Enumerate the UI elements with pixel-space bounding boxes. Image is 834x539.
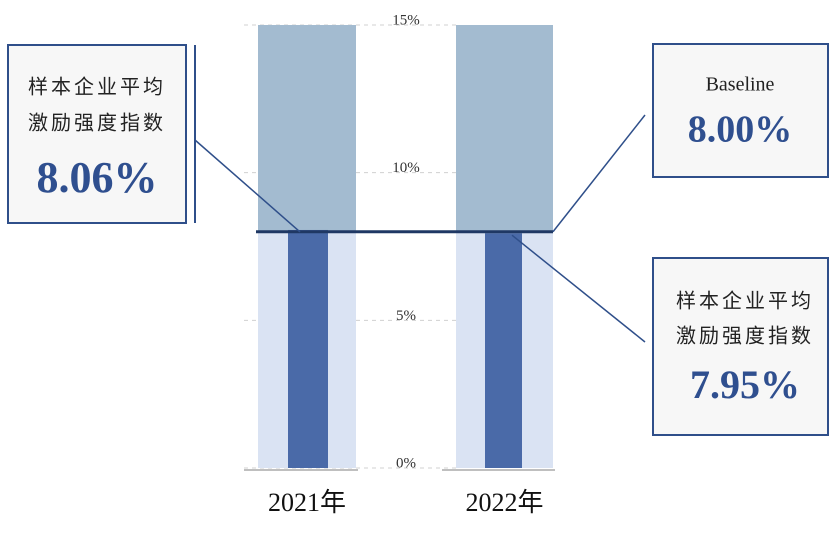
y-tick-label: 0% [396,455,416,471]
baseline-label: Baseline [706,74,775,96]
y-tick-label: 15% [392,12,420,28]
callout-box [7,44,187,224]
band [456,25,553,232]
value-label: 8.06% [37,153,158,202]
callout-caption: 样本企业平均 [676,290,814,313]
band [258,25,356,232]
baseline-value-label: 8.00% [688,109,793,151]
callout-box [652,43,829,178]
value-label: 7.95% [690,362,800,407]
callout-caption: 激励强度指数 [676,325,814,348]
connector [194,139,301,233]
callout-caption: 激励强度指数 [28,112,166,135]
y-tick-label: 5% [396,308,416,324]
callout-caption: 样本企业平均 [28,76,166,99]
x-tick-label: 2021年 [268,488,346,517]
connector [552,114,646,233]
bar [288,229,328,468]
callout-box [652,257,829,436]
y-tick-label: 10% [392,160,420,176]
bar [485,233,522,468]
connector [511,234,646,343]
x-tick-label: 2022年 [465,488,543,517]
